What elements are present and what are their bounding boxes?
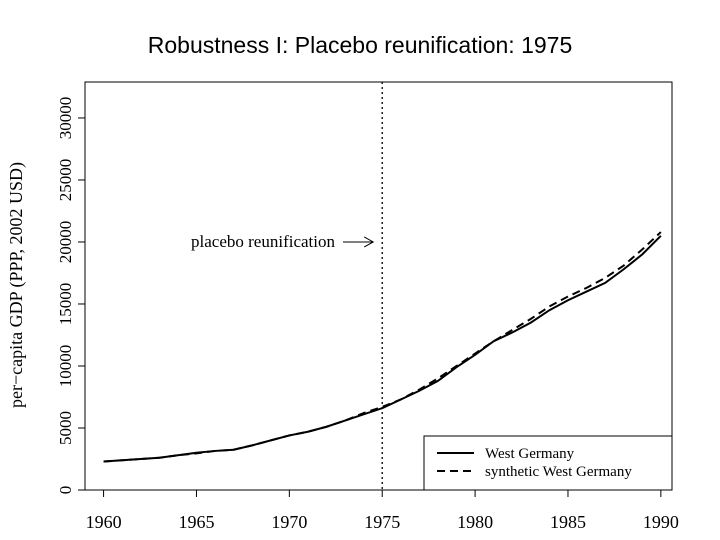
series-line bbox=[103, 231, 662, 463]
y-tick-label: 20000 bbox=[56, 221, 75, 264]
x-tick-label: 1975 bbox=[364, 512, 400, 532]
legend-label: synthetic West Germany bbox=[485, 464, 632, 480]
chart-title: Robustness I: Placebo reunification: 197… bbox=[148, 32, 573, 58]
x-tick-label: 1965 bbox=[178, 512, 214, 532]
y-tick-label: 10000 bbox=[56, 345, 75, 388]
x-tick-label: 1970 bbox=[271, 512, 307, 532]
x-tick-label: 1980 bbox=[457, 512, 493, 532]
y-tick-label: 5000 bbox=[56, 411, 75, 445]
annotation: placebo reunification bbox=[191, 232, 335, 251]
y-tick-label: 30000 bbox=[56, 97, 75, 140]
x-tick-label: 1985 bbox=[550, 512, 586, 532]
legend-label: West Germany bbox=[485, 446, 575, 462]
y-tick-label: 25000 bbox=[56, 159, 75, 202]
y-tick-label: 0 bbox=[56, 486, 75, 495]
x-tick-label: 1990 bbox=[643, 512, 679, 532]
y-axis-label: per−capita GDP (PPP, 2002 USD) bbox=[6, 162, 27, 408]
legend-box bbox=[423, 435, 673, 491]
annotation-arrow bbox=[343, 236, 375, 248]
plot-frame bbox=[84, 81, 673, 491]
y-tick-label: 15000 bbox=[56, 283, 75, 326]
x-tick-label: 1960 bbox=[86, 512, 122, 532]
